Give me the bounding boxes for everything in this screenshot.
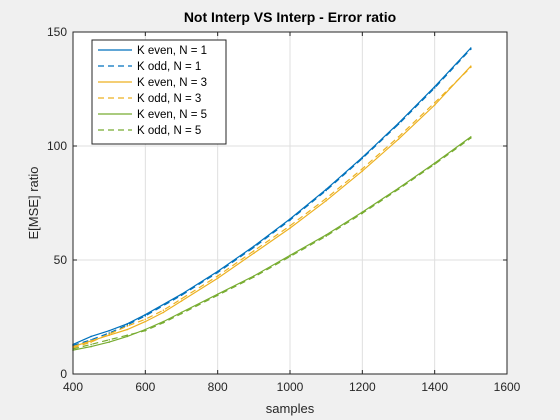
x-tick-label: 400 xyxy=(63,380,83,394)
series-point-2 xyxy=(253,252,255,254)
series-point-1 xyxy=(325,190,327,192)
series-point-3 xyxy=(289,225,291,227)
series-point-5 xyxy=(289,256,291,258)
series-point-5 xyxy=(163,322,165,324)
series-point-5 xyxy=(108,339,110,341)
series-point-5 xyxy=(127,334,129,336)
legend-label: K odd, N = 5 xyxy=(137,125,201,137)
series-point-2 xyxy=(217,277,219,279)
series-point-1 xyxy=(434,87,436,89)
series-point-5 xyxy=(90,344,92,346)
series-point-5 xyxy=(470,137,472,139)
series-point-3 xyxy=(253,250,255,252)
x-tick-label: 1000 xyxy=(277,380,304,394)
series-point-3 xyxy=(181,298,183,300)
series-point-3 xyxy=(398,136,400,138)
legend-label: K even, N = 3 xyxy=(137,77,207,89)
series-point-4 xyxy=(108,341,110,343)
legend-label: K even, N = 1 xyxy=(137,45,207,57)
series-point-5 xyxy=(217,295,219,297)
series-point-2 xyxy=(289,227,291,229)
series-point-1 xyxy=(181,295,183,297)
series-point-2 xyxy=(127,329,129,331)
x-tick-label: 800 xyxy=(208,380,228,394)
series-point-2 xyxy=(434,104,436,106)
series-point-5 xyxy=(398,189,400,191)
series-point-0 xyxy=(108,330,110,332)
series-point-5 xyxy=(362,213,364,215)
series-point-1 xyxy=(362,158,364,160)
chart-title: Not Interp VS Interp - Error ratio xyxy=(184,9,396,25)
series-point-1 xyxy=(145,315,147,317)
series-point-5 xyxy=(434,163,436,165)
series-point-3 xyxy=(163,309,165,311)
series-point-2 xyxy=(163,312,165,314)
series-point-1 xyxy=(217,272,219,274)
series-point-5 xyxy=(181,313,183,315)
y-tick-label: 100 xyxy=(47,139,67,153)
series-point-5 xyxy=(253,276,255,278)
legend-label: K even, N = 5 xyxy=(137,109,207,121)
y-tick-label: 150 xyxy=(47,25,67,39)
series-point-1 xyxy=(398,124,400,126)
series-point-5 xyxy=(145,330,147,332)
series-point-2 xyxy=(362,170,364,172)
series-point-2 xyxy=(145,321,147,323)
series-point-1 xyxy=(470,48,472,50)
x-tick-label: 1200 xyxy=(349,380,376,394)
series-point-3 xyxy=(434,102,436,104)
series-point-3 xyxy=(470,67,472,69)
series-point-2 xyxy=(181,300,183,302)
x-tick-label: 1600 xyxy=(494,380,521,394)
series-point-3 xyxy=(362,168,364,170)
series-point-0 xyxy=(90,336,92,338)
x-tick-label: 600 xyxy=(135,380,155,394)
series-point-3 xyxy=(145,319,147,321)
legend-label: K odd, N = 1 xyxy=(137,61,201,73)
y-tick-label: 50 xyxy=(54,253,68,267)
series-point-3 xyxy=(217,275,219,277)
series-point-4 xyxy=(90,346,92,348)
series-point-3 xyxy=(90,341,92,343)
x-axis-label: samples xyxy=(266,401,315,416)
x-tick-label: 1400 xyxy=(421,380,448,394)
y-axis-label: E[MSE] ratio xyxy=(26,167,41,240)
series-point-1 xyxy=(253,247,255,249)
series-point-3 xyxy=(108,333,110,335)
series-point-2 xyxy=(398,138,400,140)
series-point-5 xyxy=(325,235,327,237)
y-tick-label: 0 xyxy=(60,367,67,381)
series-point-1 xyxy=(289,219,291,221)
legend-label: K odd, N = 3 xyxy=(137,93,201,105)
series-point-3 xyxy=(127,325,129,327)
legend: K even, N = 1 K odd, N = 1 K even, N = 3 K … xyxy=(92,40,226,144)
series-point-2 xyxy=(325,200,327,202)
series-point-3 xyxy=(325,198,327,200)
